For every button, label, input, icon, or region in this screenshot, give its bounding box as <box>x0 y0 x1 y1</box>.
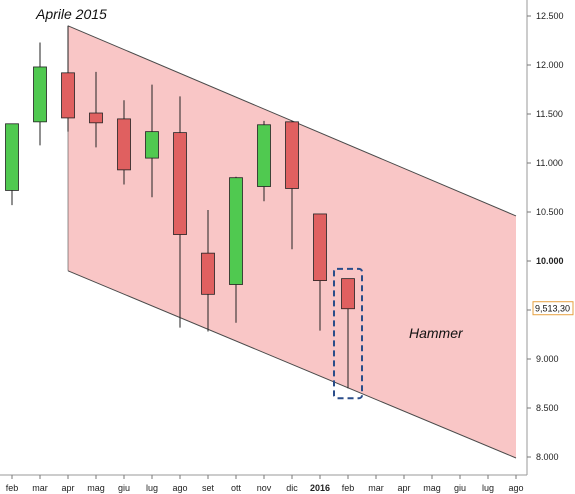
last-price-box <box>532 301 574 316</box>
candle-mag-3 <box>89 71 103 148</box>
channel-lower-line <box>67 270 517 459</box>
x-tick-label: mag <box>423 483 441 493</box>
annotation-aprile-2015: Aprile 2015 <box>35 6 107 22</box>
highlight-box <box>333 267 363 400</box>
candle-body <box>341 278 355 310</box>
x-tick-label: 2016 <box>310 483 330 493</box>
candle-set-7 <box>201 210 215 332</box>
candle-apr-2 <box>61 25 75 132</box>
candle-ago-6 <box>173 96 187 328</box>
x-tick-label: nov <box>257 483 272 493</box>
annotation-hammer: Hammer <box>409 325 464 341</box>
x-tick-label: ott <box>231 483 242 493</box>
candle-body <box>201 252 215 295</box>
x-tick-label: lug <box>482 483 494 493</box>
y-tick-label: 12.000 <box>536 60 564 70</box>
candle-body <box>145 131 159 159</box>
candle-mar-1 <box>33 42 47 146</box>
candle-feb-0 <box>5 123 19 206</box>
candle-body <box>5 123 19 191</box>
candle-lug-5 <box>145 84 159 198</box>
candle-body <box>229 177 243 285</box>
last-price-marker: 9,513,30 <box>532 301 574 316</box>
candle-body <box>61 72 75 119</box>
candle-ott-8 <box>229 176 243 323</box>
candle-2016-11 <box>313 213 327 331</box>
x-tick-label: dic <box>286 483 298 493</box>
x-tick-label: set <box>202 483 215 493</box>
y-tick-label: 8.500 <box>536 403 559 413</box>
x-axis-ticks: feb mar apr mag giu lug ago set ott nov dic 2016 feb… <box>6 475 524 493</box>
x-tick-label: ago <box>172 483 187 493</box>
y-tick-label: 9.000 <box>536 354 559 364</box>
candle-dic-10 <box>285 120 299 250</box>
y-tick-label: 8.000 <box>536 452 559 462</box>
x-tick-label: feb <box>342 483 355 493</box>
last-price-label: 9,513,30 <box>535 304 570 314</box>
x-tick-label: feb <box>6 483 19 493</box>
candle-body <box>33 66 47 123</box>
hammer-highlight <box>333 267 363 400</box>
y-tick-label: 10.000 <box>536 256 564 266</box>
x-tick-label: apr <box>61 483 74 493</box>
y-tick-label: 10.500 <box>536 207 564 217</box>
x-tick-label: apr <box>397 483 410 493</box>
x-tick-label: mar <box>32 483 48 493</box>
x-tick-label: ago <box>508 483 523 493</box>
candle-nov-9 <box>257 120 271 202</box>
candle-giu-4 <box>117 100 131 185</box>
y-axis-ticks: 8.0008.5009.0009.50010.00010.50011.00011… <box>527 11 564 462</box>
candle-feb-12 <box>341 278 355 389</box>
x-tick-label: giu <box>454 483 466 493</box>
x-tick-label: giu <box>118 483 130 493</box>
y-tick-label: 11.000 <box>536 158 563 168</box>
candle-body <box>313 213 327 282</box>
candle-body <box>285 121 299 189</box>
candles <box>5 25 355 389</box>
candle-body <box>173 132 187 235</box>
y-tick-label: 11.500 <box>536 109 563 119</box>
x-tick-label: mar <box>368 483 384 493</box>
y-tick-label: 12.500 <box>536 11 564 21</box>
candle-body <box>117 118 131 171</box>
candle-body <box>257 124 271 187</box>
x-tick-label: mag <box>87 483 105 493</box>
x-tick-label: lug <box>146 483 158 493</box>
candle-body <box>89 112 103 124</box>
